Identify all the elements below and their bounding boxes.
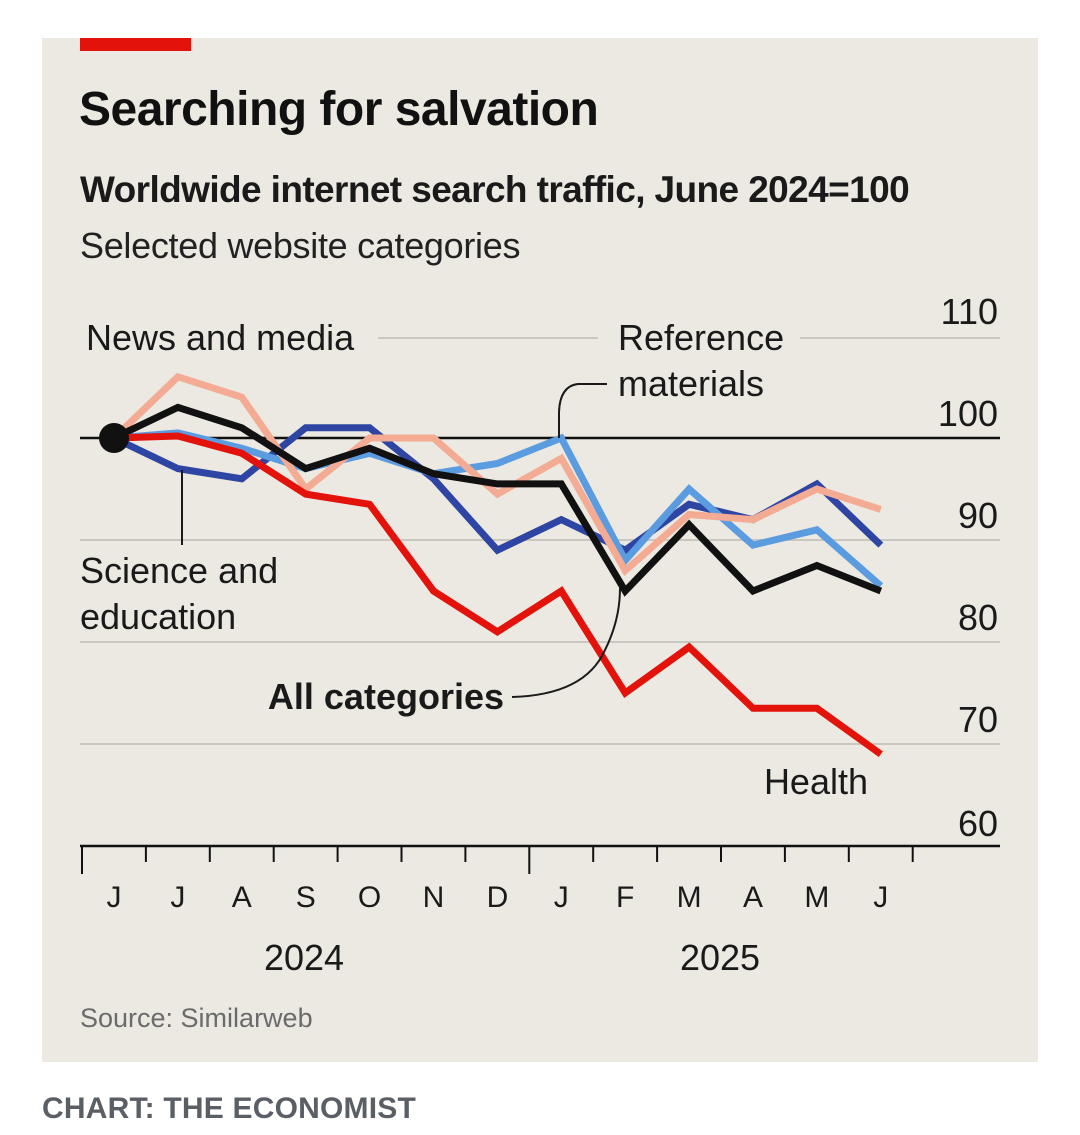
label-reference-materials-line1: Reference — [618, 317, 784, 358]
series-line-reference-materials — [111, 372, 882, 577]
y-tick-label: 80 — [958, 597, 998, 638]
baseline-start-marker — [99, 423, 129, 453]
leader-reference-pointer — [558, 383, 607, 438]
y-tick-label: 90 — [958, 495, 998, 536]
x-year-label: 2025 — [680, 937, 760, 978]
y-tick-label: 60 — [958, 803, 998, 844]
x-year-label: 2024 — [264, 937, 344, 978]
x-tick-label: N — [423, 881, 445, 914]
y-tick-label: 110 — [941, 291, 998, 332]
x-tick-label: F — [616, 881, 634, 914]
x-tick-label: D — [487, 881, 509, 914]
y-tick-label: 100 — [938, 393, 998, 434]
label-health: Health — [764, 761, 868, 802]
x-tick-label: S — [296, 881, 316, 914]
label-news-and-media: News and media — [86, 317, 355, 358]
x-tick-label: A — [232, 881, 252, 914]
x-axis: J J A S O N D J F M A M J 2024 2025 — [80, 844, 1000, 978]
brand-accent-bar — [80, 38, 191, 51]
series-lines — [111, 372, 884, 758]
gridlines: 70 80 90 100 110 60 — [80, 291, 1000, 844]
x-tick-label: J — [554, 881, 569, 914]
x-tick-label: O — [358, 881, 381, 914]
series-line-health — [113, 432, 883, 758]
label-science-and-education-line2: education — [80, 596, 236, 637]
series-line-all-categories — [112, 403, 883, 597]
label-science-and-education-line1: Science and — [80, 550, 278, 591]
x-tick-label: A — [743, 881, 763, 914]
x-tick-label: J — [170, 881, 185, 914]
chart-description: Selected website categories — [80, 225, 521, 266]
annotations: News and media Reference materials Scien… — [80, 317, 1000, 802]
chart-credit: CHART: THE ECONOMIST — [42, 1092, 416, 1125]
label-reference-materials-line2: materials — [618, 363, 764, 404]
chart-title: Searching for salvation — [79, 83, 599, 136]
y-tick-label: 70 — [958, 699, 998, 740]
label-all-categories: All categories — [268, 676, 504, 717]
x-tick-label: J — [107, 881, 122, 914]
chart-card: Searching for salvation Worldwide intern… — [42, 38, 1038, 1062]
x-tick-label: M — [677, 881, 702, 914]
x-tick-label: J — [873, 881, 888, 914]
series-line-science-and-education — [113, 429, 884, 589]
leader-all-categories — [511, 587, 621, 698]
x-tick-label: M — [804, 881, 829, 914]
source-note: Source: Similarweb — [80, 1003, 313, 1033]
chart-subtitle: Worldwide internet search traffic, June … — [80, 169, 910, 210]
